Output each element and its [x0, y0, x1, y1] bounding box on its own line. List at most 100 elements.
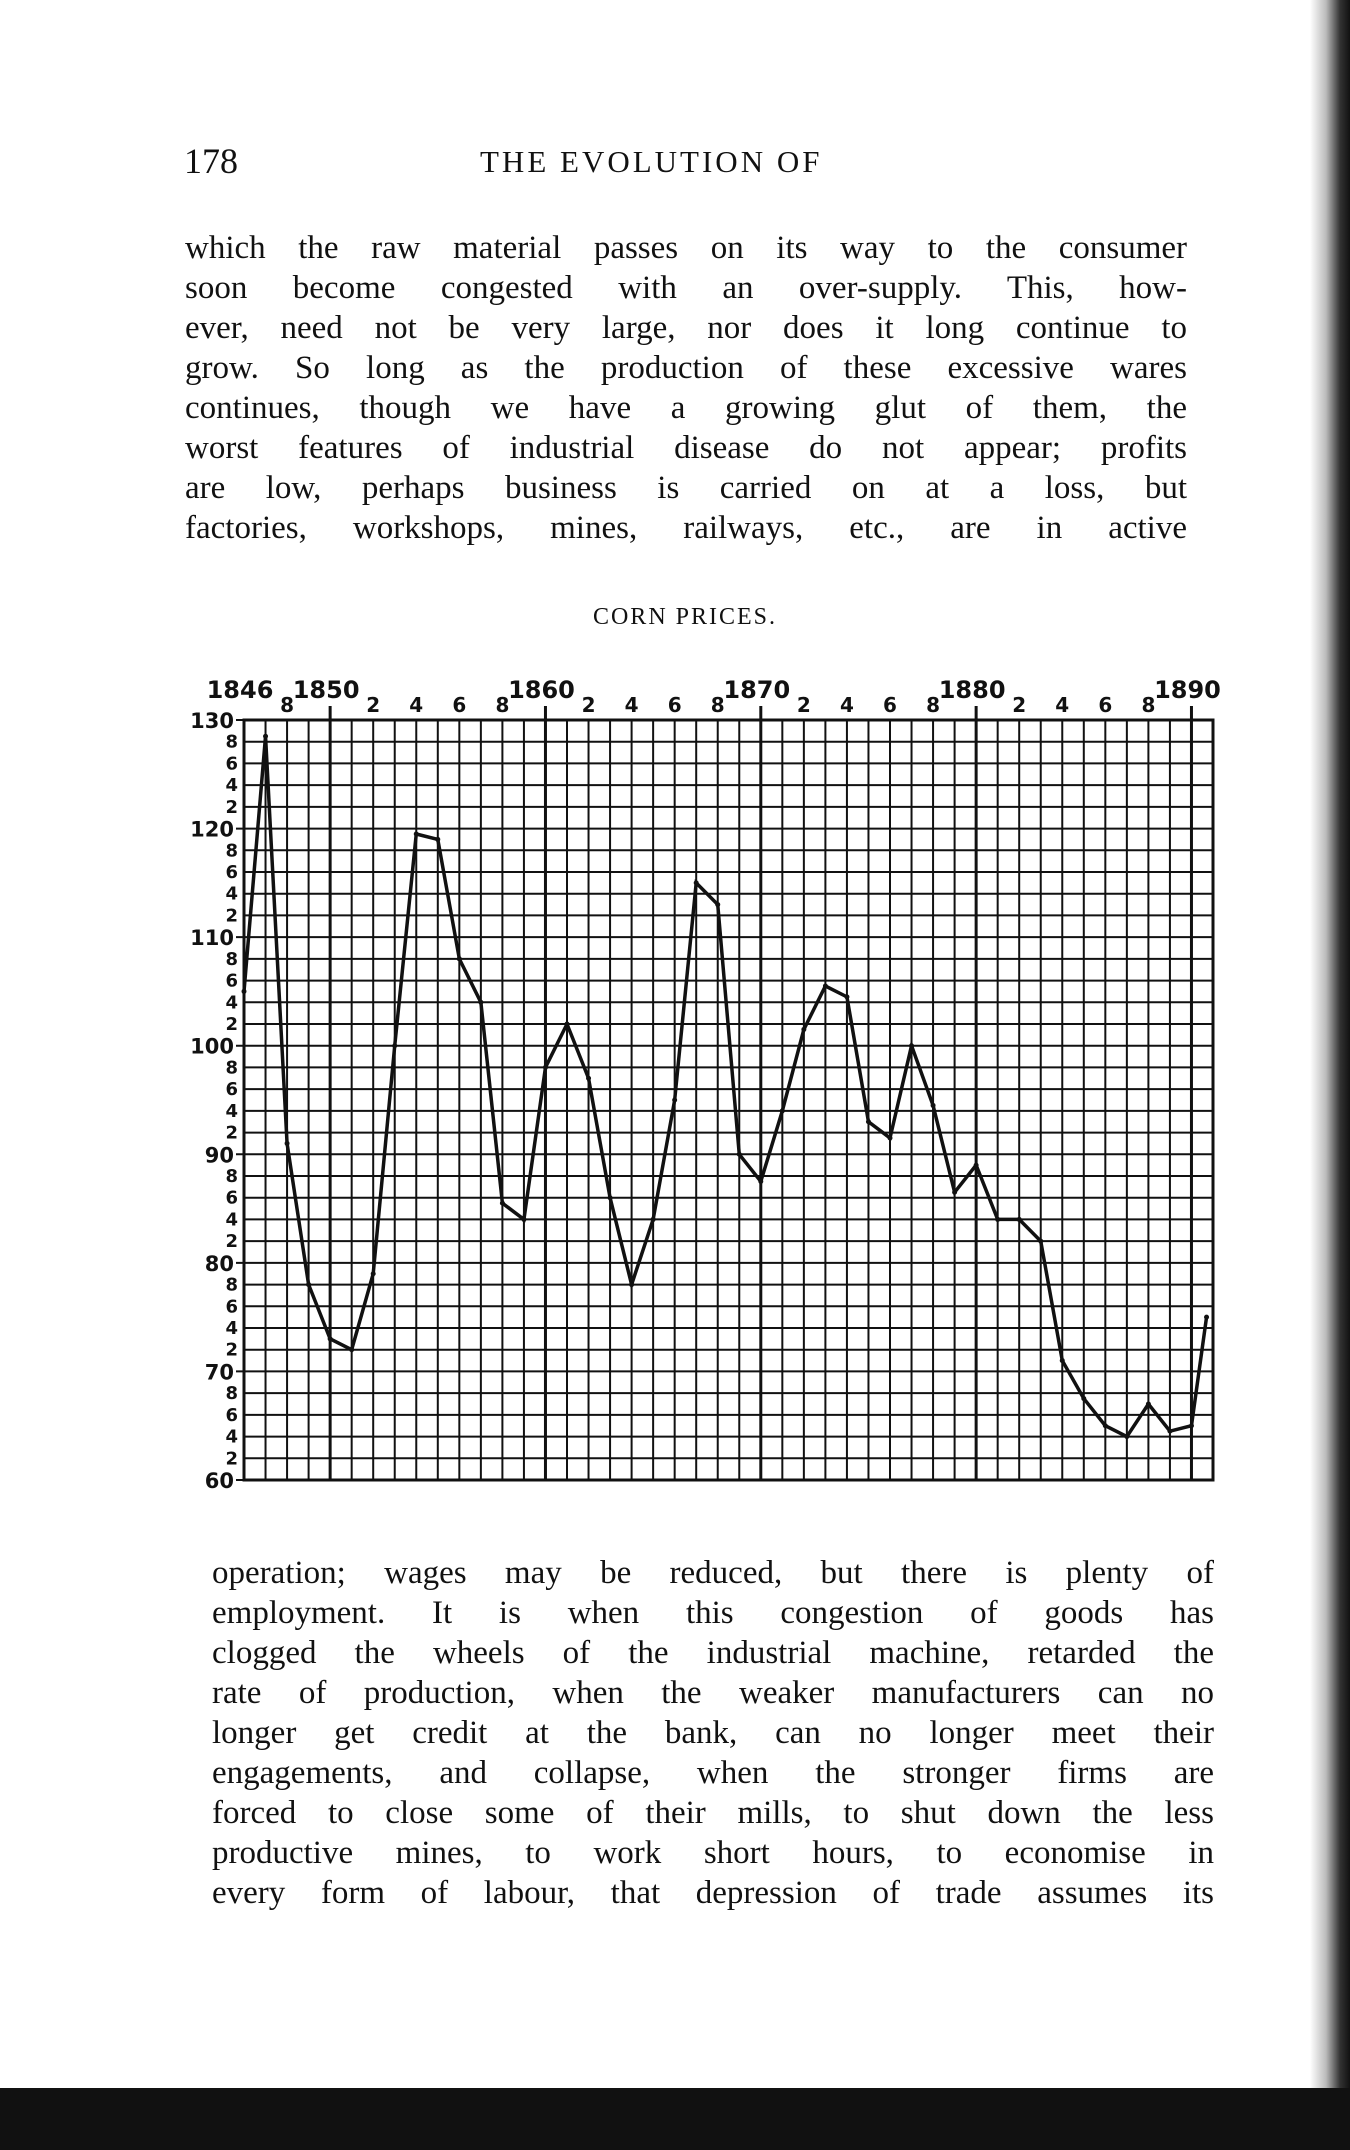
y-tick-label: 4: [225, 775, 238, 796]
data-point: [1016, 1216, 1022, 1222]
x-tick-label: 1860: [508, 676, 575, 704]
data-point: [392, 1043, 398, 1049]
y-tick-label: 2: [225, 797, 238, 818]
scan-bottom-border: [0, 2088, 1350, 2150]
data-point: [586, 1075, 592, 1081]
running-head: THE EVOLUTION OF: [480, 144, 823, 179]
paragraph-top: which the raw material passes on its way…: [185, 228, 1187, 548]
data-point: [887, 1135, 893, 1141]
y-tick-label: 4: [225, 1209, 238, 1230]
data-point: [306, 1282, 312, 1288]
y-tick-label: 6: [225, 1188, 238, 1209]
y-tick-label: 2: [225, 1014, 238, 1035]
text-line: soon become congested with an over-suppl…: [185, 270, 1187, 306]
data-point: [327, 1336, 333, 1342]
data-point: [909, 1043, 915, 1049]
text-line: operation; wages may be reduced, but the…: [212, 1555, 1214, 1591]
text-line: ever, need not be very large, nor does i…: [185, 310, 1187, 346]
y-tick-label: 4: [225, 1318, 238, 1339]
x-tick-label: 2: [797, 693, 811, 717]
text-line: employment. It is when this congestion o…: [212, 1595, 1214, 1631]
x-tick-label: 8: [1141, 693, 1155, 717]
y-tick-label: 2: [225, 1448, 238, 1469]
chart-title: CORN PRICES.: [592, 604, 778, 630]
data-point: [865, 1119, 871, 1125]
y-tick-label: 6: [225, 1405, 238, 1426]
page-number: 178: [184, 141, 238, 181]
data-point: [822, 983, 828, 989]
data-point: [349, 1347, 355, 1353]
x-tick-label: 1846: [207, 676, 274, 704]
x-tick-label: 8: [280, 693, 294, 717]
text-line: continues, though we have a growing glut…: [185, 390, 1187, 426]
data-point: [413, 831, 419, 837]
x-tick-label: 6: [1098, 693, 1112, 717]
y-tick-label: 110: [190, 926, 234, 950]
text-line: which the raw material passes on its way…: [185, 230, 1187, 266]
x-tick-label: 2: [366, 693, 380, 717]
x-tick-label: 4: [1055, 693, 1069, 717]
x-tick-label: 1850: [293, 676, 360, 704]
data-point: [1124, 1434, 1130, 1440]
y-tick-label: 70: [205, 1360, 234, 1384]
data-point: [1081, 1396, 1087, 1402]
text-line: forced to close some of their mills, to …: [212, 1795, 1214, 1831]
text-line: productive mines, to work short hours, t…: [212, 1835, 1214, 1871]
y-tick-label: 6: [225, 971, 238, 992]
data-point: [263, 733, 269, 739]
y-tick-label: 2: [225, 1231, 238, 1252]
data-point: [693, 880, 699, 886]
data-point: [435, 836, 441, 842]
x-tick-label: 6: [452, 693, 466, 717]
scan-page-edge: [1310, 0, 1350, 2090]
data-point: [542, 1064, 548, 1070]
data-point: [521, 1216, 527, 1222]
y-tick-label: 2: [225, 1340, 238, 1361]
plot-frame: [242, 718, 1215, 1482]
data-point: [650, 1216, 656, 1222]
text-line: clogged the wheels of the industrial mac…: [212, 1635, 1214, 1671]
y-tick-label: 8: [225, 1275, 238, 1296]
y-tick-label: 6: [225, 753, 238, 774]
x-tick-label: 4: [625, 693, 639, 717]
y-tick-label: 4: [225, 992, 238, 1013]
x-tick-label: 2: [582, 693, 596, 717]
data-point: [973, 1162, 979, 1168]
x-tick-label: 1880: [939, 676, 1006, 704]
price-line: [242, 736, 1209, 1439]
data-point: [736, 1151, 742, 1157]
y-tick-label: 120: [190, 818, 234, 842]
y-tick-label: 4: [225, 1427, 238, 1448]
x-tick-label: 1870: [723, 676, 790, 704]
text-line: every form of labour, that depression of…: [212, 1875, 1214, 1911]
data-point: [952, 1189, 958, 1195]
x-tick-label: 6: [668, 693, 682, 717]
data-point: [241, 988, 247, 994]
text-line: are low, perhaps business is carried on …: [185, 470, 1187, 506]
text-line: engagements, and collapse, when the stro…: [212, 1755, 1214, 1791]
data-point: [499, 1200, 505, 1206]
x-tick-label: 4: [840, 693, 854, 717]
data-point: [715, 902, 721, 908]
y-tick-label: 8: [225, 732, 238, 753]
y-tick-label: 6: [225, 1296, 238, 1317]
data-point: [1188, 1423, 1194, 1429]
data-point: [779, 1108, 785, 1114]
y-tick-label: 4: [225, 884, 238, 905]
data-point: [1145, 1401, 1151, 1407]
data-point: [478, 999, 484, 1005]
y-tick-label: 130: [190, 709, 234, 733]
data-point: [564, 1021, 570, 1027]
x-tick-label: 8: [711, 693, 725, 717]
y-tick-label: 2: [225, 905, 238, 926]
y-tick-label: 8: [225, 1166, 238, 1187]
y-tick-label: 8: [225, 1057, 238, 1078]
text-line: rate of production, when the weaker manu…: [212, 1675, 1214, 1711]
data-point: [995, 1216, 1001, 1222]
data-point: [801, 1026, 807, 1032]
data-point: [629, 1282, 635, 1288]
x-tick-label: 8: [926, 693, 940, 717]
paragraph-bottom: operation; wages may be reduced, but the…: [212, 1553, 1214, 1913]
y-tick-label: 6: [225, 862, 238, 883]
y-tick-label: 60: [205, 1469, 234, 1493]
